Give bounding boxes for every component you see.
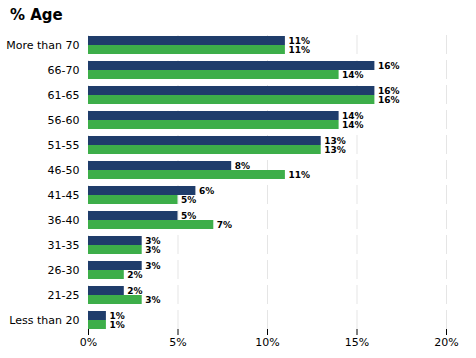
- svg-text:1%: 1%: [109, 320, 124, 330]
- svg-text:11%: 11%: [288, 170, 310, 180]
- svg-text:3%: 3%: [145, 295, 160, 305]
- svg-text:16%: 16%: [378, 95, 400, 105]
- svg-text:61-65: 61-65: [48, 89, 80, 102]
- svg-text:2%: 2%: [127, 286, 142, 296]
- svg-text:3%: 3%: [145, 261, 160, 271]
- svg-text:41-45: 41-45: [48, 189, 80, 202]
- svg-text:14%: 14%: [342, 111, 364, 121]
- html-text:% Age: % Age: [10, 6, 63, 24]
- svg-text:13%: 13%: [324, 145, 346, 155]
- svg-text:51-55: 51-55: [48, 139, 80, 152]
- svg-text:0%: 0%: [80, 336, 97, 349]
- svg-text:14%: 14%: [342, 120, 364, 130]
- svg-text:21-25: 21-25: [48, 289, 80, 302]
- svg-text:10%: 10%: [255, 336, 279, 349]
- svg-text:5%: 5%: [169, 336, 186, 349]
- svg-text:6%: 6%: [199, 186, 214, 196]
- svg-text:66-70: 66-70: [48, 64, 80, 77]
- svg-text:20%: 20%: [434, 336, 458, 349]
- svg-text:14%: 14%: [342, 70, 364, 80]
- svg-text:15%: 15%: [345, 336, 369, 349]
- svg-text:26-30: 26-30: [48, 264, 80, 277]
- svg-text:8%: 8%: [235, 161, 250, 171]
- svg-text:56-60: 56-60: [48, 114, 80, 127]
- svg-text:3%: 3%: [145, 245, 160, 255]
- svg-text:36-40: 36-40: [48, 214, 80, 227]
- svg-text:3%: 3%: [145, 236, 160, 246]
- svg-text:5%: 5%: [181, 195, 196, 205]
- svg-text:11%: 11%: [288, 36, 310, 46]
- svg-text:16%: 16%: [378, 86, 400, 96]
- svg-text:1%: 1%: [109, 311, 124, 321]
- svg-text:11%: 11%: [288, 45, 310, 55]
- svg-text:More than 70: More than 70: [6, 39, 79, 52]
- svg-text:16%: 16%: [378, 61, 400, 71]
- svg-text:7%: 7%: [217, 220, 232, 230]
- svg-text:Less than 20: Less than 20: [9, 314, 79, 327]
- svg-text:31-35: 31-35: [48, 239, 80, 252]
- svg-text:5%: 5%: [181, 211, 196, 221]
- svg-text:13%: 13%: [324, 136, 346, 146]
- svg-text:46-50: 46-50: [48, 164, 80, 177]
- svg-text:2%: 2%: [127, 270, 142, 280]
